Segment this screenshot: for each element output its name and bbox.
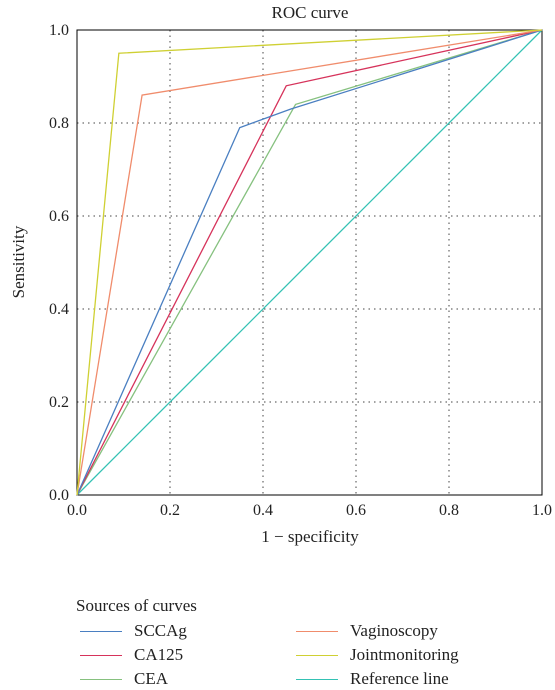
grid [77, 30, 542, 495]
y-tick-label: 0.4 [49, 301, 69, 318]
y-tick-labels: 0.0 0.2 0.4 0.6 0.8 1.0 [49, 22, 69, 504]
legend-label: Jointmonitoring [350, 645, 459, 664]
legend-swatch [80, 678, 122, 680]
legend-item: Jointmonitoring [292, 644, 492, 666]
legend-swatch [296, 630, 338, 632]
series-line-cea [76, 29, 543, 496]
legend-label: CEA [134, 669, 168, 688]
x-tick-label: 0.2 [160, 502, 180, 519]
legend: Sources of curves SCCAg Vaginoscopy CA125 J… [76, 596, 546, 690]
legend-item: Vaginoscopy [292, 620, 492, 642]
y-tick-label: 1.0 [49, 22, 69, 39]
legend-swatch [296, 678, 338, 680]
legend-grid: SCCAg Vaginoscopy CA125 Jointmonitoring CEA R… [76, 620, 546, 690]
legend-swatch [80, 654, 122, 656]
y-tick-label: 0.0 [49, 487, 69, 504]
legend-item: SCCAg [76, 620, 292, 642]
legend-item: CA125 [76, 644, 292, 666]
x-tick-label: 0.0 [67, 502, 87, 519]
x-tick-label: 0.6 [346, 502, 366, 519]
plot-area [76, 29, 543, 496]
y-tick-label: 0.2 [49, 394, 69, 411]
y-tick-label: 0.6 [49, 208, 69, 225]
x-tick-label: 0.4 [253, 502, 273, 519]
legend-label: Vaginoscopy [350, 621, 438, 640]
legend-title: Sources of curves [76, 596, 197, 615]
x-tick-label: 0.8 [439, 502, 459, 519]
series-line-vaginoscopy [76, 29, 543, 496]
legend-label: CA125 [134, 645, 184, 664]
x-axis-label: 1 − specificity [261, 527, 359, 546]
series-group [76, 29, 543, 496]
series-line-ca125 [76, 29, 543, 496]
series-line-reference-line [76, 29, 543, 496]
x-tick-labels: 0.0 0.2 0.4 0.6 0.8 1.0 [67, 502, 552, 519]
legend-swatch [80, 630, 122, 632]
legend-label: Reference line [350, 669, 449, 688]
legend-item: Reference line [292, 668, 492, 690]
roc-chart: ROC curve 0.0 0.2 0.4 0.6 0.8 1.0 0.00.20.40.… [9, 3, 552, 546]
series-line-sccag [76, 29, 543, 496]
legend-swatch [296, 654, 338, 656]
legend-label: SCCAg [134, 621, 187, 640]
series-line-jointmonitoring [76, 29, 543, 496]
legend-item: CEA [76, 668, 292, 690]
x-tick-label: 1.0 [532, 502, 552, 519]
y-tick-label: 0.8 [49, 115, 69, 132]
chart-title: ROC curve [272, 3, 349, 22]
y-axis-label: Sensitivity [9, 225, 28, 298]
